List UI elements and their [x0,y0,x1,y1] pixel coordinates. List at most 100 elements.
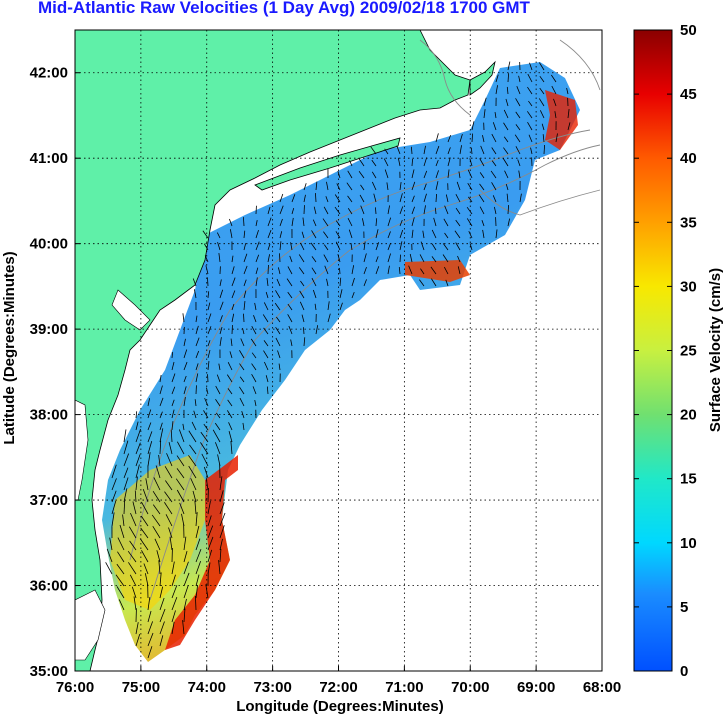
colorbar-tick-label: 45 [680,86,697,103]
velocity-arrow [203,466,209,479]
velocity-arrow [215,442,221,455]
velocity-arrow [323,206,329,215]
velocity-arrow [147,398,151,407]
velocity-arrow [207,302,211,311]
velocity-arrow [123,477,129,491]
velocity-arrow [156,550,161,563]
velocity-arrow [243,265,248,275]
velocity-arrow [195,337,200,347]
velocity-arrow [111,500,117,515]
velocity-arrow [240,338,245,347]
velocity-arrow [503,147,509,155]
velocity-arrow [399,241,403,251]
velocity-arrow [527,86,533,95]
velocity-arrow [408,265,413,275]
lat-tick-label: 40:00 [30,236,68,253]
velocity-arrow [387,253,391,263]
velocity-arrow [479,183,485,191]
velocity-arrow [411,195,415,203]
velocity-arrow [491,133,497,143]
velocity-arrow [347,170,353,179]
velocity-arrow [397,157,401,167]
velocity-arrow [251,373,257,383]
velocity-arrow [542,134,545,143]
velocity-arrow [131,586,137,599]
velocity-arrow [183,608,186,623]
colorbar-tick-label: 0 [680,663,688,680]
velocity-arrow [239,350,245,359]
velocity-arrow [207,277,209,287]
velocity-arrow [471,121,475,131]
velocity-arrow [551,74,557,83]
velocity-arrow [371,171,377,179]
velocity-arrow [147,610,152,623]
velocity-arrow [553,98,557,107]
velocity-arrow [337,171,341,179]
velocity-arrow [182,313,185,323]
velocity-arrow [431,278,437,287]
velocity-arrow [291,208,295,215]
velocity-arrow [227,388,233,395]
velocity-arrow [348,229,353,239]
velocity-arrow [506,86,509,95]
velocity-arrow [443,218,449,227]
velocity-arrow [314,303,317,311]
lon-tick-label: 73:00 [253,679,291,696]
velocity-arrow [183,572,190,587]
velocity-arrow [111,512,115,527]
velocity-arrow [115,574,125,587]
velocity-arrow [396,145,401,155]
velocity-arrow [383,158,389,167]
velocity-arrow [358,158,365,167]
velocity-arrow [217,241,221,251]
velocity-arrow [335,220,341,227]
velocity-arrow [168,527,173,539]
velocity-arrow [118,599,125,611]
longitude-ticks: 76:00 75:00 74:00 73:00 72:00 71:00 70:00 69:00… [56,666,621,696]
velocity-arrow [264,361,269,371]
velocity-arrow [251,352,257,359]
velocity-arrow [171,585,178,599]
velocity-arrow [442,254,449,263]
velocity-arrow [290,339,293,347]
velocity-arrow [135,464,140,479]
velocity-arrow [528,100,533,107]
pamlico-sound [75,589,106,661]
velocity-arrow [303,327,305,335]
velocity-arrow [502,158,509,167]
velocity-arrow [423,157,428,167]
velocity-arrow [492,122,497,131]
velocity-arrow [191,421,197,431]
velocity-arrow [507,73,510,83]
delaware-bay [111,289,151,331]
velocity-arrow [506,193,509,203]
velocity-arrow [207,291,210,299]
velocity-arrow [313,206,317,215]
velocity-arrow [287,266,293,275]
velocity-arrow [195,585,198,599]
velocity-arrow [399,206,404,215]
lon-tick-label: 68:00 [583,679,621,696]
velocity-arrow [111,464,117,479]
velocity-arrow [334,206,341,215]
velocity-arrow [189,444,197,455]
velocity-arrow [444,205,449,215]
velocity-arrow [194,500,197,515]
velocity-arrow [159,635,164,647]
velocity-arrow [183,561,189,575]
velocity-arrow [265,375,269,383]
velocity-arrow [183,386,187,395]
velocity-arrow [168,442,173,455]
velocity-arrow [517,159,521,167]
velocity-arrow [349,160,353,167]
latitude-ticks: 42:00 41:00 40:00 39:00 38:00 37:00 36:00 35:00 [30,65,80,680]
velocity-arrow [147,441,153,455]
velocity-arrow [327,313,331,323]
velocity-arrow [457,255,461,263]
velocity-arrow [195,512,198,527]
velocity-arrow [229,218,233,227]
velocity-arrow [303,183,307,191]
velocity-arrow [219,525,225,539]
velocity-high-shelf [405,260,470,282]
velocity-arrow [442,243,449,251]
